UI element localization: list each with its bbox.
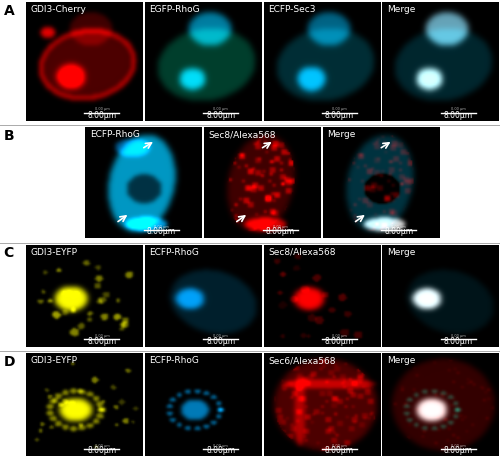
Text: Merge: Merge	[328, 130, 356, 139]
Text: 8.00μm: 8.00μm	[206, 337, 235, 346]
Text: 0.00 µm: 0.00 µm	[332, 334, 347, 338]
Text: 8.00μm: 8.00μm	[88, 111, 117, 120]
Text: 0.00 µm: 0.00 µm	[332, 108, 347, 111]
Text: 0.00 µm: 0.00 µm	[214, 108, 228, 111]
Text: 8.00μm: 8.00μm	[384, 228, 414, 237]
Text: 8.00μm: 8.00μm	[444, 111, 472, 120]
Text: 8.00μm: 8.00μm	[325, 337, 354, 346]
Text: GDI3-EYFP: GDI3-EYFP	[30, 357, 78, 365]
Text: 0.00 µm: 0.00 µm	[94, 334, 110, 338]
Text: 8.00μm: 8.00μm	[146, 228, 176, 237]
Text: 0.00 µm: 0.00 µm	[451, 108, 466, 111]
Text: Merge: Merge	[387, 6, 416, 14]
Text: ECFP-Sec3: ECFP-Sec3	[268, 6, 316, 14]
Text: 8.00μm: 8.00μm	[444, 337, 472, 346]
Text: 8.00μm: 8.00μm	[88, 337, 117, 346]
Text: C: C	[4, 246, 14, 260]
Text: 0.00 µm: 0.00 µm	[94, 108, 110, 111]
Text: 0.00 µm: 0.00 µm	[154, 225, 168, 228]
Text: 0.00 µm: 0.00 µm	[272, 225, 287, 228]
Text: ECFP-RhoG: ECFP-RhoG	[150, 248, 200, 257]
Text: 0.00 µm: 0.00 µm	[94, 444, 110, 448]
Text: Sec8/Alexa568: Sec8/Alexa568	[209, 130, 276, 139]
Text: 0.00 µm: 0.00 µm	[451, 444, 466, 448]
Text: D: D	[4, 355, 15, 368]
Text: 8.00μm: 8.00μm	[325, 446, 354, 456]
Text: 8.00μm: 8.00μm	[266, 228, 294, 237]
Text: ECFP-RhoG: ECFP-RhoG	[150, 357, 200, 365]
Text: 8.00μm: 8.00μm	[206, 446, 235, 456]
Text: 0.00 µm: 0.00 µm	[214, 444, 228, 448]
Text: 0.00 µm: 0.00 µm	[392, 225, 406, 228]
Text: B: B	[4, 129, 14, 143]
Text: A: A	[4, 4, 15, 18]
Text: ECFP-RhoG: ECFP-RhoG	[90, 130, 140, 139]
Text: GDI3-Cherry: GDI3-Cherry	[30, 6, 86, 14]
Text: 8.00μm: 8.00μm	[325, 111, 354, 120]
Text: 0.00 µm: 0.00 µm	[451, 334, 466, 338]
Text: 8.00μm: 8.00μm	[206, 111, 235, 120]
Text: 8.00μm: 8.00μm	[88, 446, 117, 456]
Text: 0.00 µm: 0.00 µm	[214, 334, 228, 338]
Text: 0.00 µm: 0.00 µm	[332, 444, 347, 448]
Text: Sec8/Alexa568: Sec8/Alexa568	[268, 248, 336, 257]
Text: 8.00μm: 8.00μm	[444, 446, 472, 456]
Text: Merge: Merge	[387, 248, 416, 257]
Text: Merge: Merge	[387, 357, 416, 365]
Text: Sec6/Alexa568: Sec6/Alexa568	[268, 357, 336, 365]
Text: GDI3-EYFP: GDI3-EYFP	[30, 248, 78, 257]
Text: EGFP-RhoG: EGFP-RhoG	[150, 6, 200, 14]
